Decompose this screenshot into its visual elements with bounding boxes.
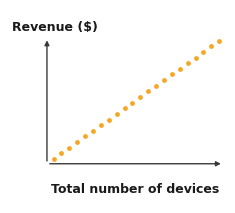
Point bbox=[107, 118, 111, 121]
Point bbox=[115, 112, 119, 116]
Text: Total number of devices: Total number of devices bbox=[51, 183, 219, 196]
Point bbox=[178, 67, 182, 71]
Point bbox=[162, 78, 166, 82]
Point bbox=[170, 73, 174, 76]
Point bbox=[91, 129, 95, 132]
Point bbox=[123, 106, 126, 110]
Point bbox=[209, 45, 213, 48]
Point bbox=[194, 56, 197, 59]
Text: Revenue ($): Revenue ($) bbox=[12, 21, 98, 34]
Point bbox=[186, 62, 190, 65]
Point bbox=[67, 146, 71, 149]
Point bbox=[138, 95, 142, 99]
Point bbox=[83, 135, 87, 138]
Point bbox=[131, 101, 134, 104]
Point bbox=[146, 90, 150, 93]
Point bbox=[217, 39, 221, 42]
Point bbox=[202, 50, 205, 54]
Point bbox=[60, 152, 63, 155]
Point bbox=[52, 157, 55, 161]
Point bbox=[154, 84, 158, 88]
Point bbox=[75, 140, 79, 144]
Point bbox=[99, 123, 103, 127]
